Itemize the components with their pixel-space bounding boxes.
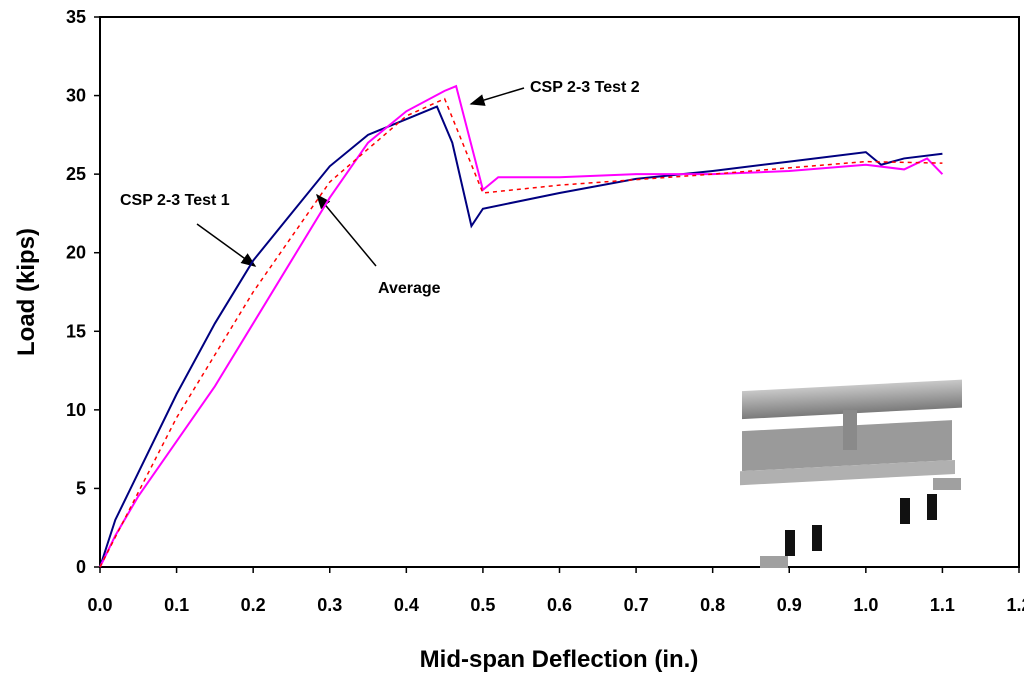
x-tick-label: 0.4 [394,595,419,615]
x-tick-label: 0.8 [700,595,725,615]
y-tick-label: 35 [66,7,86,27]
annotation: CSP 2-3 Test 1 [120,192,230,209]
x-tick-label: 0.1 [164,595,189,615]
annotation-arrow [196,223,257,267]
series-line [99,105,943,568]
annotation: CSP 2-3 Test 2 [530,79,640,96]
plot-frame [99,16,1020,568]
x-tick-label: 1.1 [930,595,955,615]
y-tick-label: 30 [66,86,86,106]
x-tick-label: 1.0 [853,595,878,615]
y-tick-label: 0 [76,557,86,577]
series-line [99,97,943,568]
x-tick-label: 1.2 [1006,595,1024,615]
y-axis-title: Load (kips) [13,228,40,356]
series-line [99,84,944,568]
y-tick-label: 15 [66,321,86,341]
x-tick-label: 0.7 [624,595,649,615]
x-axis-title: Mid-span Deflection (in.) [420,646,699,673]
beam-illustration [740,379,962,568]
annotation-arrow [316,193,377,267]
x-tick-label: 0.3 [317,595,342,615]
x-tick-label: 0.5 [470,595,495,615]
annotation-arrow [469,87,525,106]
y-tick-label: 10 [66,400,86,420]
y-tick-label: 5 [76,478,86,498]
x-tick-label: 0.0 [87,595,112,615]
y-tick-label: 25 [66,164,86,184]
x-tick-label: 0.9 [777,595,802,615]
x-tick-label: 0.6 [547,595,572,615]
y-tick-label: 20 [66,243,86,263]
annotation: Average [378,280,441,297]
x-tick-label: 0.2 [241,595,266,615]
